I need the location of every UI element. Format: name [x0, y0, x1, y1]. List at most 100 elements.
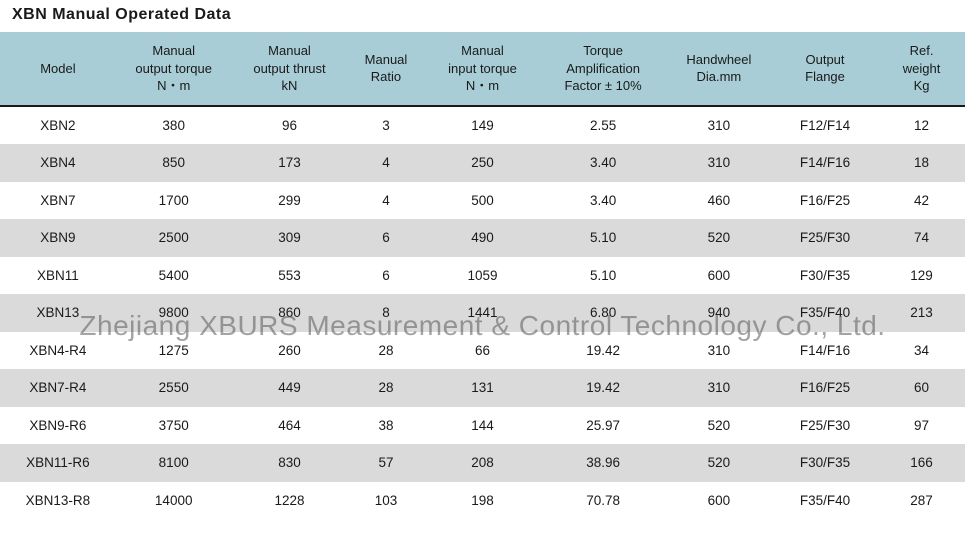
table-cell: 1700	[116, 182, 232, 220]
table-cell: 60	[878, 369, 965, 407]
table-cell: 34	[878, 332, 965, 370]
table-cell: 520	[666, 407, 772, 445]
table-row: XBN139800860814416.80940F35/F40213	[0, 294, 965, 332]
table-cell: 149	[425, 106, 541, 145]
table-cell: XBN7	[0, 182, 116, 220]
table-cell: 19.42	[540, 332, 665, 370]
table-cell: F25/F30	[772, 219, 878, 257]
column-header: TorqueAmplificationFactor ± 10%	[540, 32, 665, 106]
table-cell: 18	[878, 144, 965, 182]
table-cell: 6	[347, 219, 424, 257]
page-title: XBN Manual Operated Data	[0, 0, 965, 32]
table-cell: 208	[425, 444, 541, 482]
table-cell: 3	[347, 106, 424, 145]
table-cell: 287	[878, 482, 965, 520]
table-cell: 553	[232, 257, 348, 295]
table-cell: 4	[347, 182, 424, 220]
table-cell: 850	[116, 144, 232, 182]
table-cell: 42	[878, 182, 965, 220]
table-cell: 1441	[425, 294, 541, 332]
table-cell: XBN4	[0, 144, 116, 182]
table-cell: 97	[878, 407, 965, 445]
table-cell: XBN13	[0, 294, 116, 332]
table-cell: 198	[425, 482, 541, 520]
table-cell: 830	[232, 444, 348, 482]
table-cell: F16/F25	[772, 182, 878, 220]
table-cell: 460	[666, 182, 772, 220]
table-cell: 260	[232, 332, 348, 370]
table-cell: 5400	[116, 257, 232, 295]
table-cell: 70.78	[540, 482, 665, 520]
table-cell: 66	[425, 332, 541, 370]
column-header: HandwheelDia.mm	[666, 32, 772, 106]
table-cell: 131	[425, 369, 541, 407]
table-cell: XBN4-R4	[0, 332, 116, 370]
table-cell: 3.40	[540, 144, 665, 182]
table-cell: 173	[232, 144, 348, 182]
table-cell: XBN11	[0, 257, 116, 295]
table-row: XBN7170029945003.40460F16/F2542	[0, 182, 965, 220]
table-cell: 5.10	[540, 257, 665, 295]
table-cell: XBN11-R6	[0, 444, 116, 482]
table-cell: 5.10	[540, 219, 665, 257]
table-cell: F25/F30	[772, 407, 878, 445]
table-cell: 3.40	[540, 182, 665, 220]
table-cell: 6	[347, 257, 424, 295]
table-cell: F30/F35	[772, 444, 878, 482]
table-cell: 213	[878, 294, 965, 332]
table-cell: 74	[878, 219, 965, 257]
table-cell: XBN9-R6	[0, 407, 116, 445]
table-row: XBN9250030964905.10520F25/F3074	[0, 219, 965, 257]
table-cell: F35/F40	[772, 482, 878, 520]
table-cell: 38.96	[540, 444, 665, 482]
table-cell: 860	[232, 294, 348, 332]
table-cell: 8100	[116, 444, 232, 482]
table-cell: 9800	[116, 294, 232, 332]
column-header: Manualinput torqueN・m	[425, 32, 541, 106]
table-row: XBN11-R681008305720838.96520F30/F35166	[0, 444, 965, 482]
column-header: ManualRatio	[347, 32, 424, 106]
table-cell: F14/F16	[772, 332, 878, 370]
table-cell: 309	[232, 219, 348, 257]
table-cell: 1228	[232, 482, 348, 520]
table-cell: 600	[666, 257, 772, 295]
table-cell: 2.55	[540, 106, 665, 145]
table-cell: 310	[666, 106, 772, 145]
table-cell: 28	[347, 369, 424, 407]
column-header: Manualoutput thrustkN	[232, 32, 348, 106]
table-cell: 103	[347, 482, 424, 520]
table-cell: F30/F35	[772, 257, 878, 295]
table-cell: F35/F40	[772, 294, 878, 332]
table-cell: XBN9	[0, 219, 116, 257]
table-cell: 2500	[116, 219, 232, 257]
table-row: XBN9-R637504643814425.97520F25/F3097	[0, 407, 965, 445]
table-cell: 25.97	[540, 407, 665, 445]
table-cell: 8	[347, 294, 424, 332]
table-cell: 144	[425, 407, 541, 445]
column-header: Model	[0, 32, 116, 106]
table-cell: 166	[878, 444, 965, 482]
table-cell: 310	[666, 332, 772, 370]
column-header: OutputFlange	[772, 32, 878, 106]
table-cell: F12/F14	[772, 106, 878, 145]
data-table: ModelManualoutput torqueN・mManualoutput …	[0, 32, 965, 519]
table-cell: 500	[425, 182, 541, 220]
table-cell: 12	[878, 106, 965, 145]
table-row: XBN485017342503.40310F14/F1618	[0, 144, 965, 182]
table-cell: F16/F25	[772, 369, 878, 407]
table-row: XBN115400553610595.10600F30/F35129	[0, 257, 965, 295]
table-cell: 310	[666, 369, 772, 407]
table-cell: 28	[347, 332, 424, 370]
table-row: XBN23809631492.55310F12/F1412	[0, 106, 965, 145]
table-cell: 4	[347, 144, 424, 182]
table-cell: 1059	[425, 257, 541, 295]
table-cell: 940	[666, 294, 772, 332]
table-cell: XBN13-R8	[0, 482, 116, 520]
table-cell: 520	[666, 444, 772, 482]
table-cell: 490	[425, 219, 541, 257]
table-cell: 14000	[116, 482, 232, 520]
table-cell: 310	[666, 144, 772, 182]
table-cell: 1275	[116, 332, 232, 370]
table-cell: 96	[232, 106, 348, 145]
table-cell: 380	[116, 106, 232, 145]
